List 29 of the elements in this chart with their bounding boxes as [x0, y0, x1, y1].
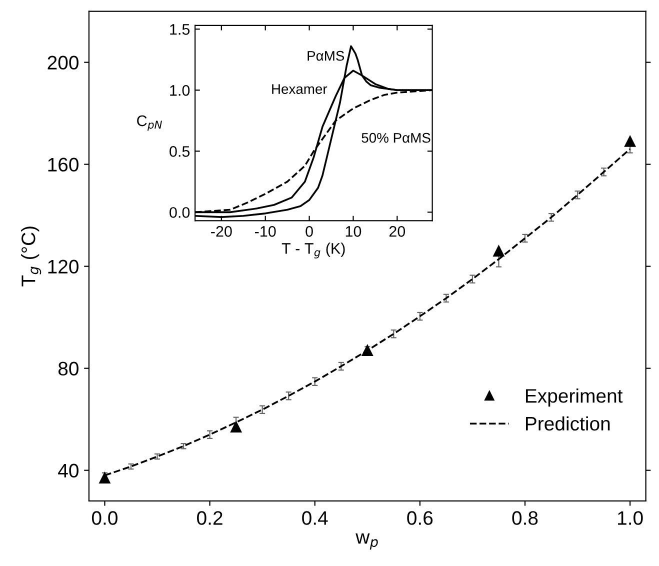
- x-tick-label: 0.6: [407, 511, 433, 525]
- series-label: Hexamer: [272, 84, 328, 94]
- x-tick-label: 0.4: [302, 511, 328, 525]
- y-axis-title: C$_{pN}$: [137, 115, 162, 131]
- x-tick-label: 0: [306, 226, 313, 237]
- y-tick-label: 1.5: [170, 24, 190, 35]
- x-tick-label: 0.8: [512, 511, 538, 525]
- y-tick-label: 160: [48, 158, 78, 172]
- x-tick-label: 0.2: [197, 511, 222, 525]
- y-tick-label: 80: [58, 362, 78, 376]
- x-tick-label: -10: [254, 226, 276, 237]
- series-label: PαMS: [308, 50, 344, 61]
- x-axis-title: w$_{p}$: [356, 533, 378, 550]
- y-tick-label: 0.0: [170, 207, 190, 218]
- y-tick-label: 120: [48, 260, 78, 274]
- x-axis-title: T - T$_{g}$ (K): [282, 242, 345, 258]
- y-axis-title: T$_{g}$ (°C): [21, 226, 42, 286]
- y-tick-label: 40: [58, 464, 78, 478]
- series-label: 50% PαMS: [362, 132, 430, 143]
- y-tick-label: 1.0: [170, 85, 190, 96]
- y-tick-label: 200: [48, 56, 78, 70]
- legend-label: Experiment: [526, 388, 623, 407]
- y-tick-label: 0.5: [170, 146, 190, 157]
- x-tick-label: 1.0: [618, 511, 643, 525]
- legend-label: Prediction: [526, 416, 610, 431]
- x-tick-label: 20: [389, 226, 406, 237]
- x-tick-label: 0.0: [92, 511, 118, 525]
- x-tick-label: 10: [346, 226, 362, 237]
- x-tick-label: -20: [211, 226, 232, 237]
